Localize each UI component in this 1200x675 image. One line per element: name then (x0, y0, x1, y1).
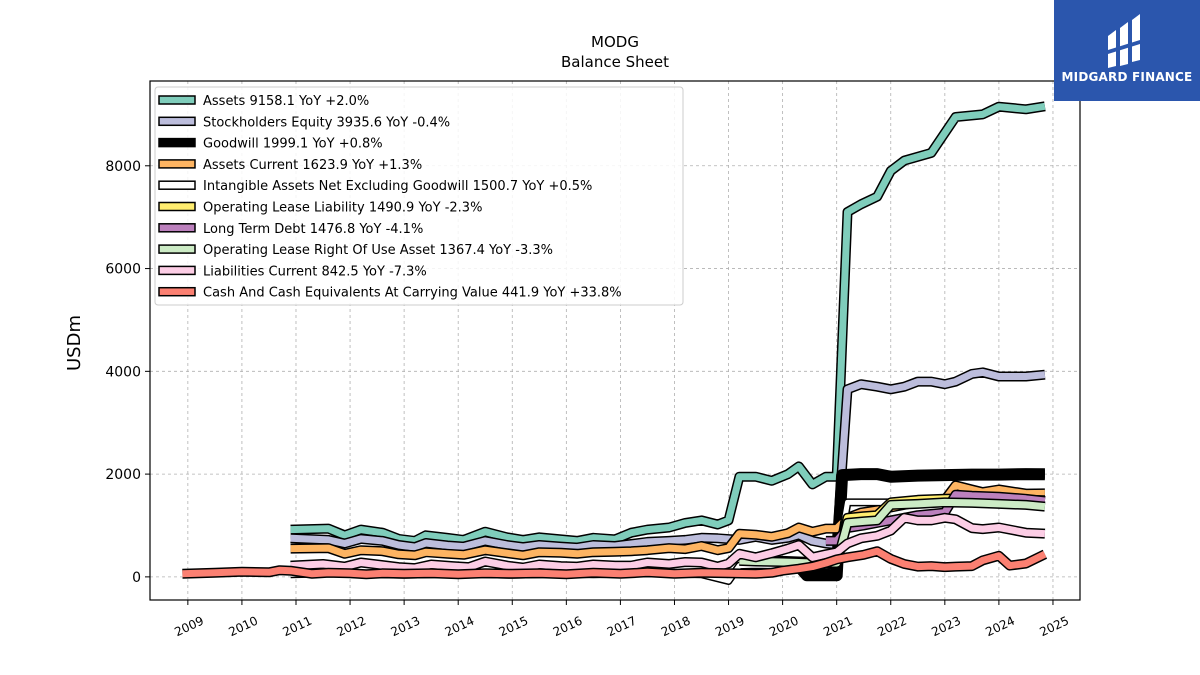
y-tick-label: 2000 (105, 467, 141, 483)
y-tick-label: 6000 (105, 262, 141, 278)
x-tick-label: 2019 (713, 614, 747, 640)
x-tick-label: 2013 (389, 614, 423, 640)
x-tick-label: 2011 (280, 614, 314, 640)
legend-entry: Long Term Debt 1476.8 YoY -4.1% (203, 222, 423, 237)
x-tick-label: 2015 (497, 614, 531, 640)
x-tick-label: 2016 (551, 614, 585, 640)
brand-name: MIDGARD FINANCE (1061, 70, 1193, 84)
x-tick-label: 2012 (335, 614, 369, 640)
legend-entry: Operating Lease Right Of Use Asset 1367.… (203, 243, 553, 258)
y-axis-ticks: 0 2000 4000 6000 8000 (105, 159, 150, 586)
x-tick-label: 2020 (767, 614, 801, 640)
midgard-logo-icon (1108, 14, 1140, 68)
x-tick-label: 2010 (226, 614, 260, 640)
series-line (290, 102, 1046, 545)
y-axis-label: USDm (64, 315, 85, 371)
series-line (290, 368, 1046, 552)
legend-swatch (158, 180, 196, 190)
series-line (182, 547, 1047, 578)
legend-box (154, 86, 684, 306)
x-tick-label: 2009 (172, 614, 206, 640)
brand-logo: MIDGARD FINANCE (1054, 0, 1200, 101)
legend-swatch (158, 159, 196, 169)
x-tick-label: 2018 (659, 614, 693, 640)
x-axis-ticks: 2009 2010 2011 2012 2013 2014 2015 2016 2017 2018… (172, 600, 1071, 639)
legend-swatch (158, 116, 196, 127)
legend-entry: Intangible Assets Net Excluding Goodwill… (203, 179, 592, 194)
legend-swatch (158, 201, 196, 212)
x-tick-label: 2024 (983, 614, 1017, 640)
plot-frame (149, 80, 1081, 601)
y-tick-label: 4000 (105, 364, 141, 380)
series-line (739, 498, 1046, 567)
series-line (290, 514, 1046, 572)
legend-swatch (158, 286, 196, 297)
legend-swatch (158, 223, 196, 233)
legend-entry: Stockholders Equity 3935.6 YoY -0.4% (203, 115, 450, 130)
legend-entry: Goodwill 1999.1 YoY +0.8% (203, 137, 383, 152)
legend-entry: Assets Current 1623.9 YoY +1.3% (203, 158, 422, 173)
legend-entry: Liabilities Current 842.5 YoY -7.3% (203, 264, 427, 279)
legend-entry: Operating Lease Liability 1490.9 YoY -2.… (203, 201, 482, 216)
legend-entry: Assets 9158.1 YoY +2.0% (203, 94, 369, 109)
legend-swatch (158, 137, 196, 148)
x-tick-label: 2021 (821, 614, 855, 640)
y-tick-label: 0 (132, 570, 141, 586)
x-tick-label: 2014 (443, 614, 477, 640)
x-tick-label: 2025 (1037, 614, 1071, 640)
legend-entry: Cash And Cash Equivalents At Carrying Va… (203, 286, 622, 301)
chart-title: MODG (591, 33, 639, 51)
y-tick-label: 8000 (105, 159, 141, 175)
x-tick-label: 2022 (875, 614, 909, 640)
legend-swatch (158, 244, 196, 254)
legend-swatch (158, 95, 196, 105)
legend-swatch (158, 265, 196, 276)
chart-subtitle: Balance Sheet (561, 53, 669, 71)
x-tick-label: 2017 (605, 614, 639, 640)
x-tick-label: 2023 (929, 614, 963, 640)
series-lines (182, 101, 1048, 585)
legend: Assets 9158.1 YoY +2.0% Stockholders Equi… (154, 86, 684, 306)
